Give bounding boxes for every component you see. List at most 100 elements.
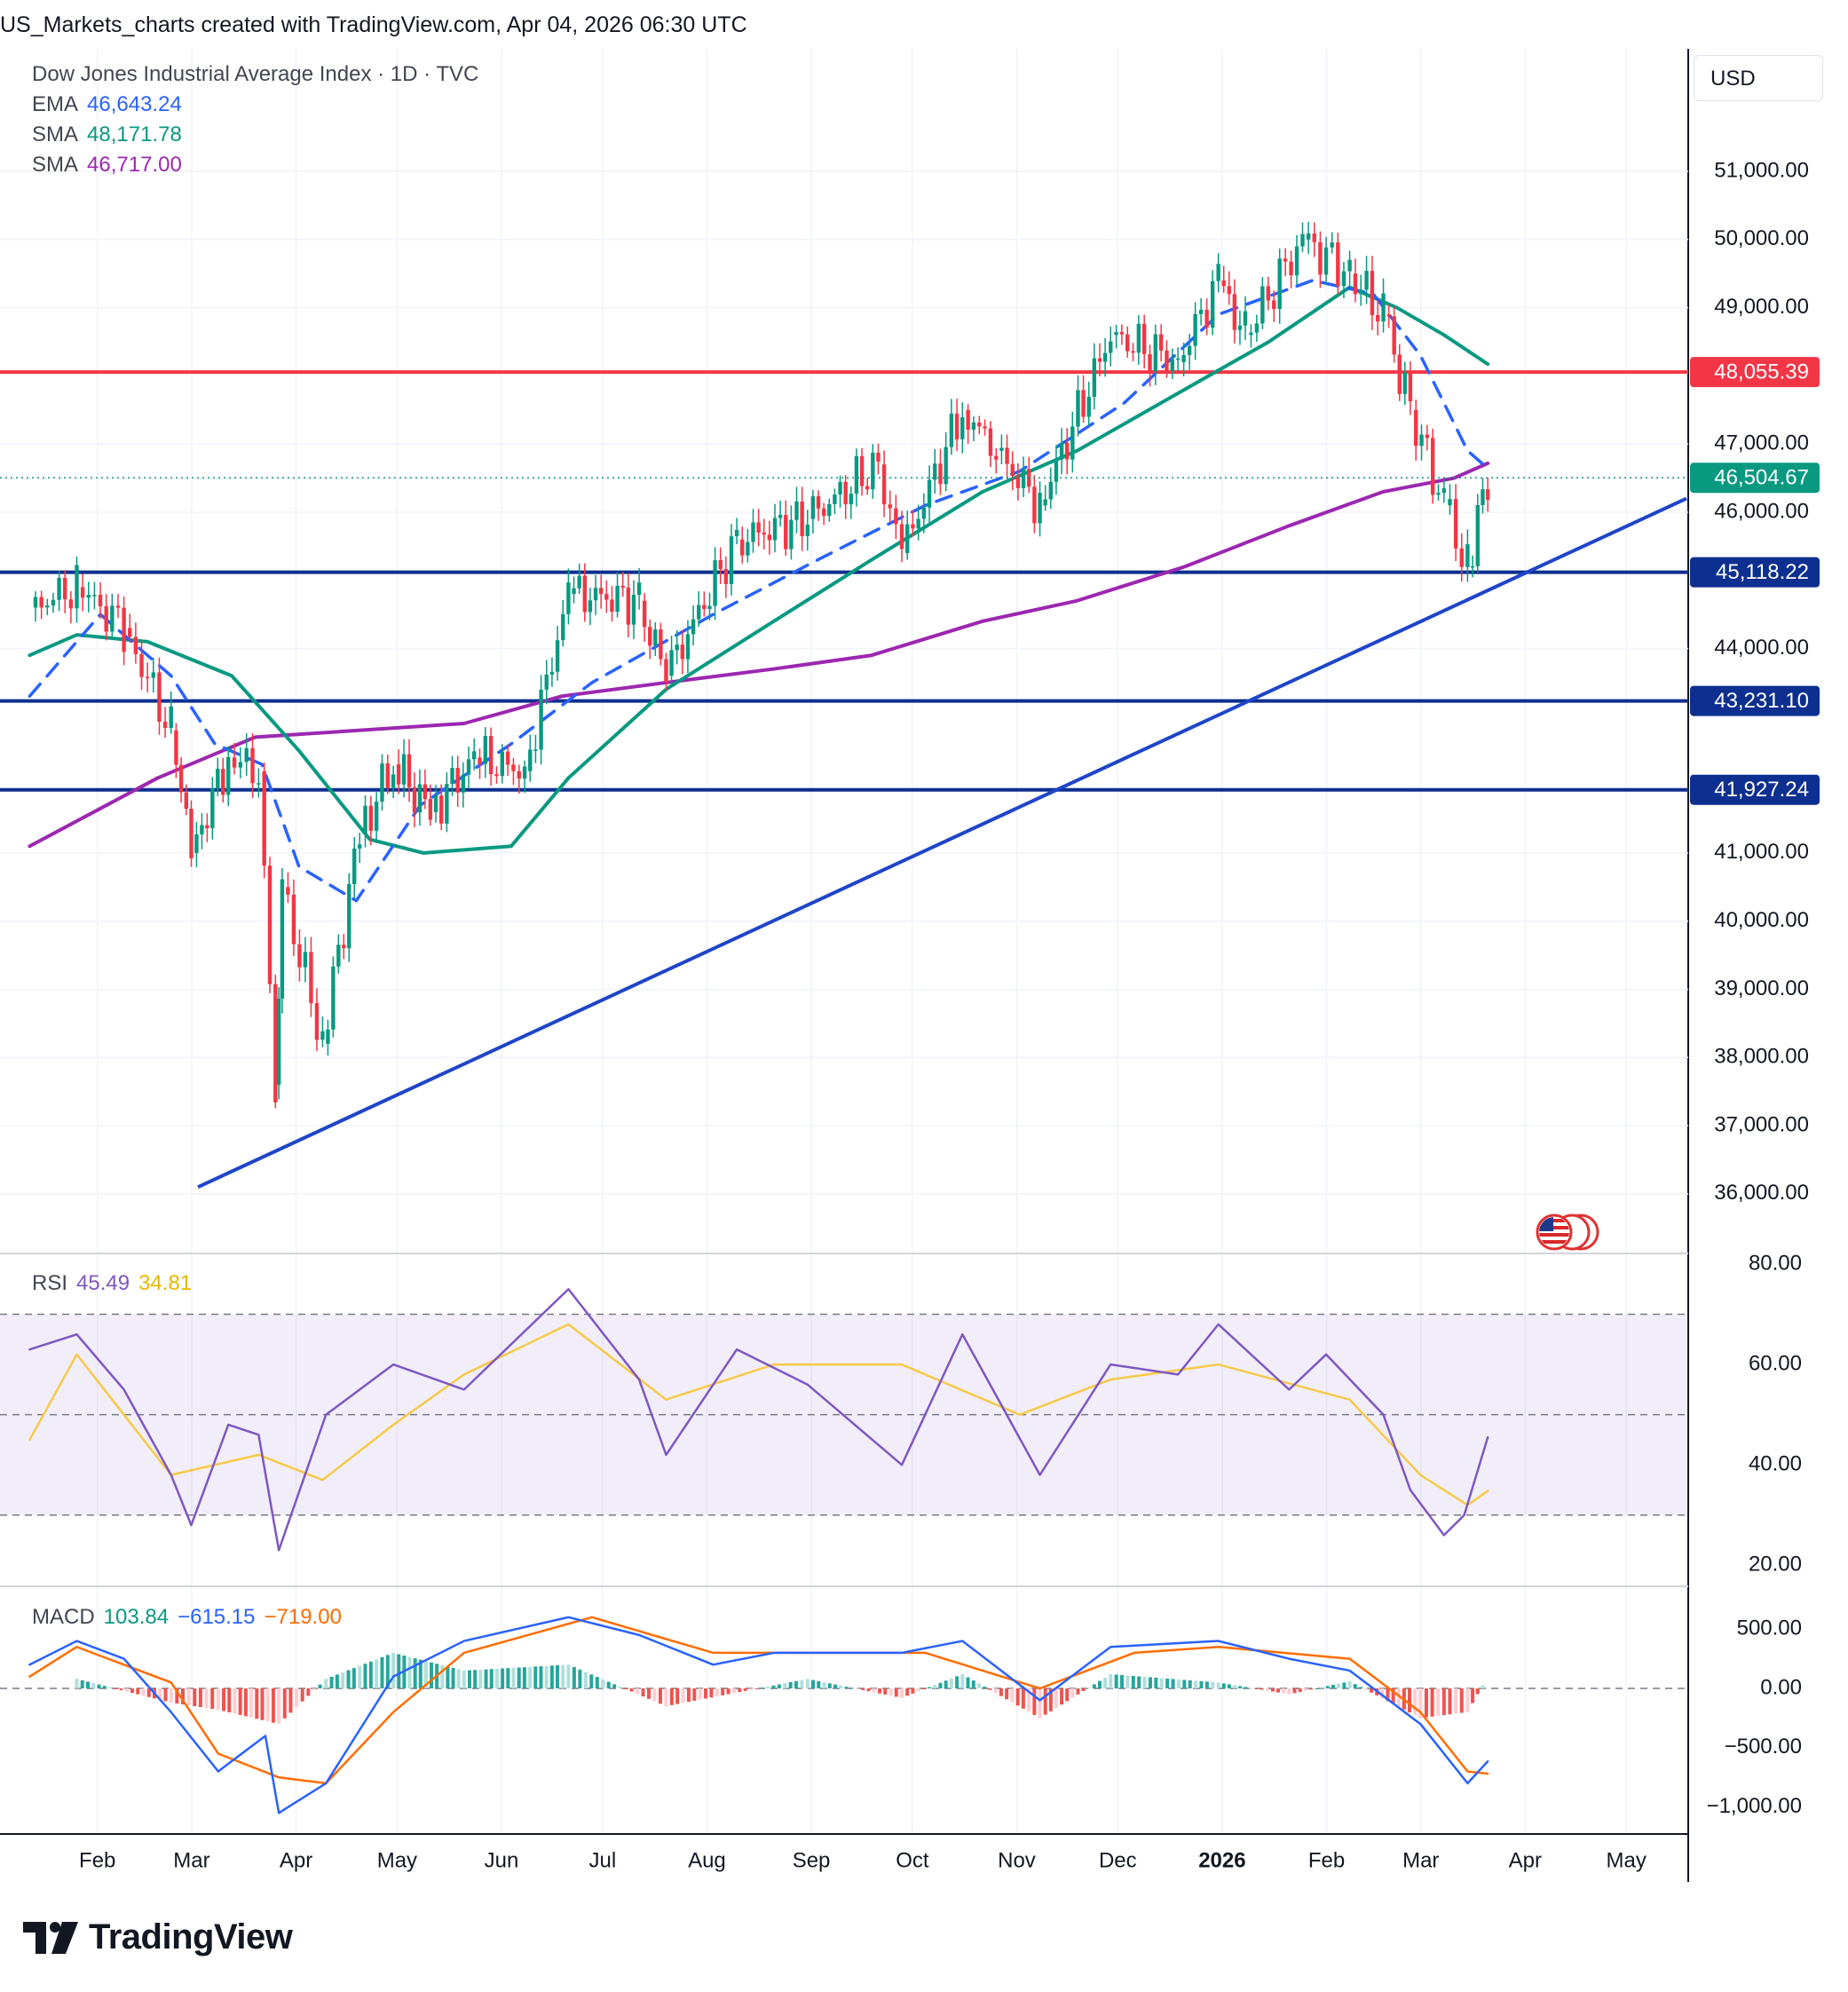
- macd-hist-bar: [271, 1688, 275, 1723]
- candle-body: [933, 463, 937, 480]
- candle-body: [92, 594, 97, 597]
- macd-hist-bar: [1413, 1688, 1418, 1716]
- time-tick-label: Feb: [1308, 1848, 1345, 1872]
- candle-body: [1306, 233, 1311, 240]
- sma1-label: SMA: [32, 123, 79, 146]
- us-flag-icon[interactable]: [1536, 1213, 1599, 1255]
- candle-body: [122, 607, 126, 652]
- price-tick-label: 46,000.00: [1714, 499, 1809, 523]
- macd-hist-bar: [1430, 1688, 1434, 1717]
- horizontal-level-badge: [1690, 357, 1820, 388]
- candle-body: [691, 619, 696, 635]
- candles: [33, 222, 1490, 1109]
- macd-hist-bar: [119, 1688, 123, 1690]
- candle-body: [988, 428, 993, 456]
- sma1-value: 48,171.78: [87, 123, 182, 146]
- candle-body: [604, 594, 609, 600]
- macd-hist-bar: [749, 1688, 754, 1690]
- candle-body: [1359, 289, 1363, 295]
- candle-body: [794, 501, 799, 520]
- macd-hist-bar: [664, 1688, 668, 1707]
- macd-tick-label: 500.00: [1737, 1617, 1802, 1640]
- candle-body: [938, 463, 943, 485]
- support-trendline: [197, 496, 1687, 1189]
- time-tick-label: Apr: [280, 1848, 312, 1872]
- macd-hist-bar: [647, 1688, 652, 1699]
- macd-hist-bar: [1048, 1688, 1053, 1711]
- macd-hist-bar: [872, 1688, 876, 1693]
- candle-body: [762, 532, 766, 535]
- macd-hist-bar: [805, 1679, 809, 1688]
- macd-hist-bar: [612, 1684, 617, 1688]
- candle-body: [636, 582, 642, 596]
- macd-hist-bar: [1441, 1688, 1446, 1716]
- macd-hist-bar: [1154, 1677, 1158, 1688]
- candle-body: [977, 422, 982, 427]
- candle-body: [303, 952, 308, 968]
- macd-hist-bar: [601, 1679, 605, 1688]
- macd-signal-value: −719.00: [264, 1605, 342, 1629]
- candle-body: [267, 866, 272, 984]
- candle-body: [1402, 372, 1408, 394]
- currency-selector[interactable]: USD: [1694, 55, 1823, 101]
- macd-hist-bar: [999, 1688, 1003, 1696]
- macd-hist-bar: [1165, 1678, 1170, 1688]
- macd-hist-bar: [1347, 1680, 1352, 1688]
- macd-hist-bar: [368, 1661, 373, 1688]
- macd-hist-bar: [136, 1688, 140, 1695]
- candle-body: [572, 588, 576, 595]
- candle-body: [1043, 499, 1047, 506]
- candle-body: [593, 588, 598, 601]
- macd-hist-bar: [1380, 1688, 1385, 1699]
- macd-hist-bar: [227, 1688, 232, 1712]
- candle-body: [309, 952, 313, 1004]
- candle-body: [455, 768, 460, 793]
- candle-body: [610, 599, 614, 613]
- last-price-label: 46,504.67: [1714, 466, 1809, 490]
- candle-body: [1054, 459, 1059, 482]
- candle-body: [273, 984, 278, 1103]
- time-tick-label: Jul: [588, 1848, 616, 1872]
- macd-hist-bar: [1216, 1682, 1220, 1688]
- horizontal-level-badge: [1690, 685, 1820, 716]
- macd-hist-bar: [1481, 1685, 1485, 1688]
- tradingview-logo[interactable]: TradingView: [23, 1917, 293, 1957]
- candle-body: [380, 763, 384, 802]
- candle-body: [911, 524, 915, 529]
- sma2-legend[interactable]: SMA 46,717.00: [32, 153, 182, 178]
- candle-body: [80, 587, 85, 598]
- rsi-legend[interactable]: RSI 45.49 34.81: [32, 1271, 192, 1296]
- candle-body: [577, 575, 581, 589]
- candle-body: [216, 769, 220, 789]
- candle-body: [1227, 286, 1231, 295]
- candle-body: [461, 774, 466, 793]
- macd-hist-bar: [1408, 1688, 1412, 1713]
- candle-body: [669, 650, 674, 676]
- candle-body: [615, 585, 620, 613]
- candle-body: [1436, 493, 1441, 495]
- macd-legend[interactable]: MACD 103.84 −615.15 −719.00: [32, 1605, 342, 1630]
- macd-hist-bar: [1391, 1688, 1395, 1704]
- ema-value: 46,643.24: [87, 92, 182, 116]
- symbol-legend[interactable]: Dow Jones Industrial Average Index · 1D …: [32, 62, 478, 87]
- candle-body: [1221, 280, 1226, 287]
- candle-body: [1243, 311, 1248, 326]
- candle-body: [659, 629, 663, 660]
- candle-body: [1076, 390, 1080, 427]
- rsi-label: RSI: [32, 1271, 68, 1295]
- macd-hist-bar: [1097, 1680, 1102, 1688]
- candle-body: [145, 676, 150, 679]
- macd-hist-bar: [501, 1668, 505, 1688]
- candle-body: [1414, 409, 1418, 447]
- macd-hist-bar: [983, 1687, 987, 1688]
- candle-body: [767, 534, 772, 541]
- macd-hist-bar: [175, 1688, 179, 1704]
- chart-header-title: US_Markets_charts created with TradingVi…: [0, 12, 747, 37]
- sma1-legend[interactable]: SMA 48,171.78: [32, 123, 182, 147]
- candle-body: [528, 749, 533, 771]
- macd-hist-bar: [629, 1688, 634, 1692]
- candle-body: [626, 587, 631, 625]
- ema-legend[interactable]: EMA 46,643.24: [32, 92, 182, 117]
- macd-hist-bar: [85, 1681, 90, 1688]
